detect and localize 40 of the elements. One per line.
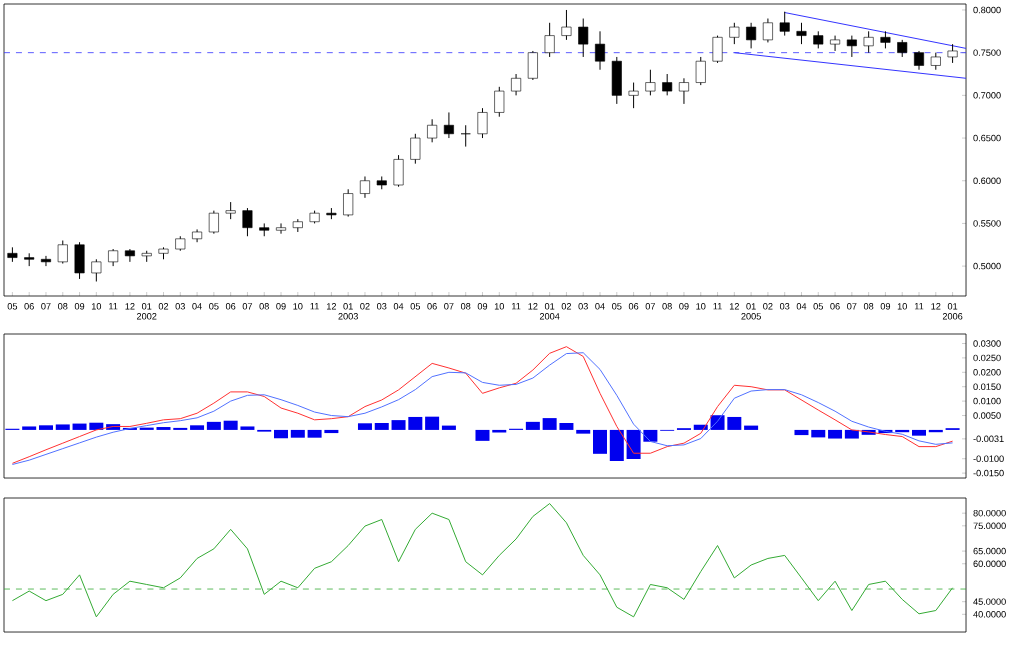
candlestick [124, 248, 135, 263]
candlestick [947, 43, 958, 64]
candlestick [645, 69, 656, 96]
candlestick [57, 240, 68, 265]
candlestick [578, 18, 589, 58]
candlestick [830, 35, 841, 52]
candlestick [595, 30, 606, 71]
candlestick [460, 124, 471, 148]
candlestick [662, 73, 673, 96]
candlestick [494, 86, 505, 118]
candlestick [527, 50, 538, 81]
candlestick [729, 22, 740, 45]
candlestick [443, 111, 454, 139]
candlestick [678, 77, 689, 105]
candlestick [779, 11, 790, 37]
candlestick [91, 258, 102, 282]
candlestick [561, 9, 572, 41]
candlestick [410, 133, 421, 165]
candlestick [762, 18, 773, 43]
candlestick [393, 154, 404, 188]
candlestick [208, 210, 219, 235]
candlestick [427, 118, 438, 143]
candlestick [511, 73, 522, 96]
candlestick [242, 207, 253, 237]
candlestick [914, 50, 924, 71]
candlestick [846, 35, 857, 58]
candlestick [74, 241, 85, 280]
candlestick [695, 56, 706, 86]
candlestick [712, 35, 723, 64]
candlestick [544, 22, 555, 58]
candlestick [746, 22, 757, 49]
candlestick [359, 175, 370, 199]
candlestick [40, 255, 51, 267]
candlestick [796, 22, 807, 45]
candlestick [863, 30, 874, 54]
candlestick [343, 188, 354, 218]
candlestick [611, 56, 622, 105]
candlestick [477, 107, 488, 139]
candlestick [276, 222, 287, 235]
candlestick [628, 82, 639, 109]
